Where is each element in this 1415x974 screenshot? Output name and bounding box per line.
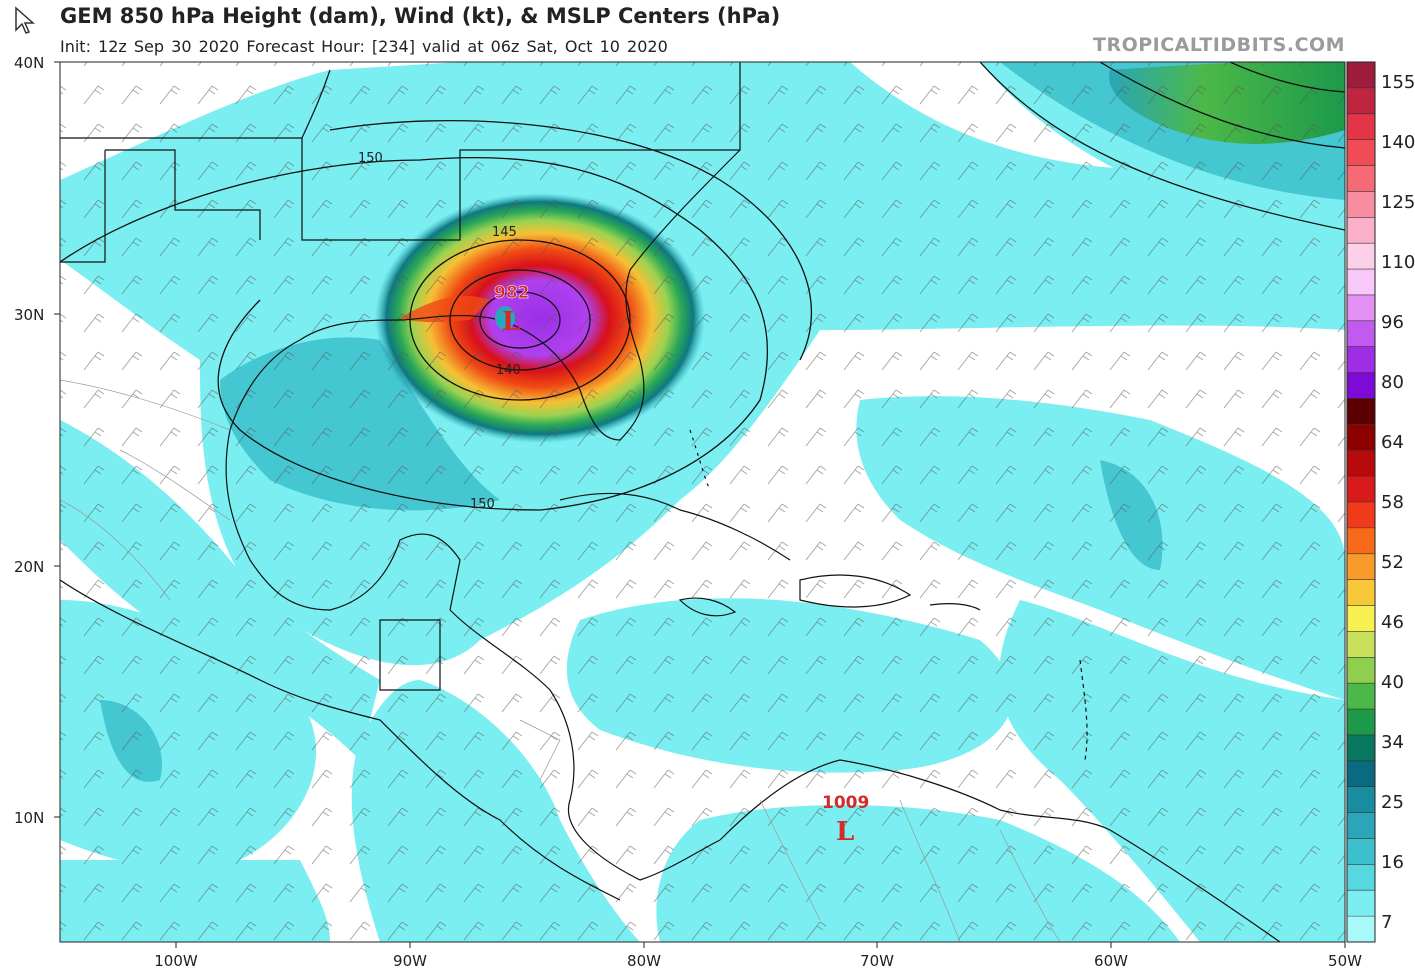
colorbar-swatch: [1347, 553, 1375, 581]
colorbar-swatch: [1347, 579, 1375, 607]
colorbar-swatch: [1347, 320, 1375, 348]
map-field: [60, 62, 1345, 942]
colorbar-swatch: [1347, 450, 1375, 477]
colorbar-label: 96: [1381, 312, 1404, 333]
colorbar-label: 34: [1381, 732, 1404, 753]
map-frame: [59, 61, 1346, 943]
colorbar-swatch: [1347, 709, 1375, 736]
map-subtitle: Init: 12z Sep 30 2020 Forecast Hour: [23…: [60, 37, 668, 56]
height-contours: [60, 62, 1345, 511]
contour-label: 150: [470, 497, 495, 512]
hurricane-eye: [495, 306, 515, 330]
colorbar-swatch: [1347, 527, 1375, 555]
colorbar-label: 46: [1381, 612, 1404, 633]
colorbar-swatch: [1347, 113, 1375, 141]
low-pressure-symbol: L: [502, 307, 520, 337]
colorbar: [1347, 61, 1375, 943]
colorbar-swatch: [1347, 243, 1375, 270]
lat-label: 20N: [14, 558, 45, 576]
colorbar-label: 40: [1381, 672, 1404, 693]
lon-label: 90W: [393, 952, 427, 970]
contour-label: 150: [358, 151, 383, 166]
colorbar-swatch: [1347, 346, 1375, 374]
colorbar-swatch: [1347, 760, 1375, 788]
colorbar-label: 140: [1381, 132, 1415, 153]
colorbar-swatch: [1347, 269, 1375, 296]
colorbar-frame: [1346, 61, 1376, 943]
colorbar-swatch: [1347, 786, 1375, 814]
low-pressure-value: 982: [494, 283, 530, 303]
colorbar-swatch: [1347, 812, 1375, 839]
brand-watermark: TROPICALTIDBITS.COM: [1093, 34, 1346, 56]
colorbar-label: 25: [1381, 792, 1404, 813]
colorbar-swatch: [1347, 424, 1375, 451]
colorbar-swatch: [1347, 476, 1375, 503]
colorbar-label: 155: [1381, 72, 1415, 93]
colorbar-label: 80: [1381, 372, 1404, 393]
colorbar-swatch: [1347, 139, 1375, 167]
colorbar-swatch: [1347, 165, 1375, 192]
colorbar-swatch: [1347, 890, 1375, 917]
lon-label: 50W: [1328, 952, 1362, 970]
colorbar-swatch: [1347, 217, 1375, 244]
lon-label: 60W: [1094, 952, 1128, 970]
colorbar-swatch: [1347, 631, 1375, 658]
colorbar-label: 125: [1381, 192, 1415, 213]
contour-label: 140: [496, 363, 521, 378]
lat-label: 30N: [14, 306, 45, 324]
colorbar-swatch: [1347, 657, 1375, 684]
colorbar-swatch: [1347, 372, 1375, 399]
mouse-cursor-icon: [15, 6, 35, 34]
colorbar-swatch: [1347, 191, 1375, 218]
lon-label: 100W: [154, 952, 198, 970]
low-pressure-symbol: L: [836, 817, 854, 847]
colorbar-label: 58: [1381, 492, 1404, 513]
coastlines: [60, 62, 1281, 942]
colorbar-swatch: [1347, 838, 1375, 865]
colorbar-swatch: [1347, 916, 1375, 943]
axis-ticks: [54, 61, 1346, 948]
colorbar-swatch: [1347, 62, 1375, 89]
colorbar-label: 7: [1381, 912, 1393, 933]
colorbar-swatch: [1347, 502, 1375, 529]
colorbar-swatch: [1347, 734, 1375, 762]
colorbar-swatch: [1347, 87, 1375, 115]
colorbar-swatch: [1347, 294, 1375, 322]
colorbar-label: 16: [1381, 852, 1404, 873]
lon-label: 80W: [627, 952, 661, 970]
contour-label: 145: [492, 225, 517, 240]
colorbar-label: 64: [1381, 432, 1404, 453]
wind-barbs: [60, 62, 1345, 942]
lat-label: 40N: [14, 54, 45, 72]
colorbar-label: 110: [1381, 252, 1415, 273]
borders: [60, 379, 1061, 942]
low-pressure-value: 1009: [822, 793, 869, 813]
map-title: GEM 850 hPa Height (dam), Wind (kt), & M…: [60, 4, 781, 28]
lon-label: 70W: [860, 952, 894, 970]
colorbar-swatch: [1347, 864, 1375, 891]
lat-label: 10N: [14, 809, 45, 827]
colorbar-swatch: [1347, 605, 1375, 632]
colorbar-label: 52: [1381, 552, 1404, 573]
colorbar-swatch: [1347, 683, 1375, 710]
colorbar-swatch: [1347, 398, 1375, 425]
